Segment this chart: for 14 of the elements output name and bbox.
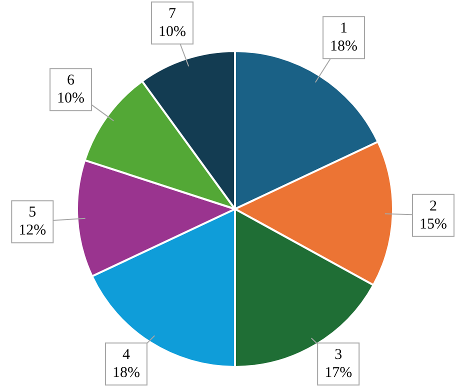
slice-label: 2 xyxy=(430,198,437,214)
slice-label: 4 xyxy=(122,346,130,363)
slice-label: 1 xyxy=(340,20,348,37)
data-label: 10% xyxy=(158,24,186,40)
data-label: 15% xyxy=(420,216,447,232)
slice-label: 5 xyxy=(28,204,36,221)
slice-label: 3 xyxy=(334,346,342,363)
data-label: 12% xyxy=(18,222,46,239)
slice-label: 7 xyxy=(168,6,177,22)
data-label: 10% xyxy=(57,90,85,107)
data-label: 17% xyxy=(324,364,352,381)
data-label: 18% xyxy=(330,38,358,55)
slice-label: 6 xyxy=(67,72,76,89)
data-label: 18% xyxy=(112,364,140,381)
